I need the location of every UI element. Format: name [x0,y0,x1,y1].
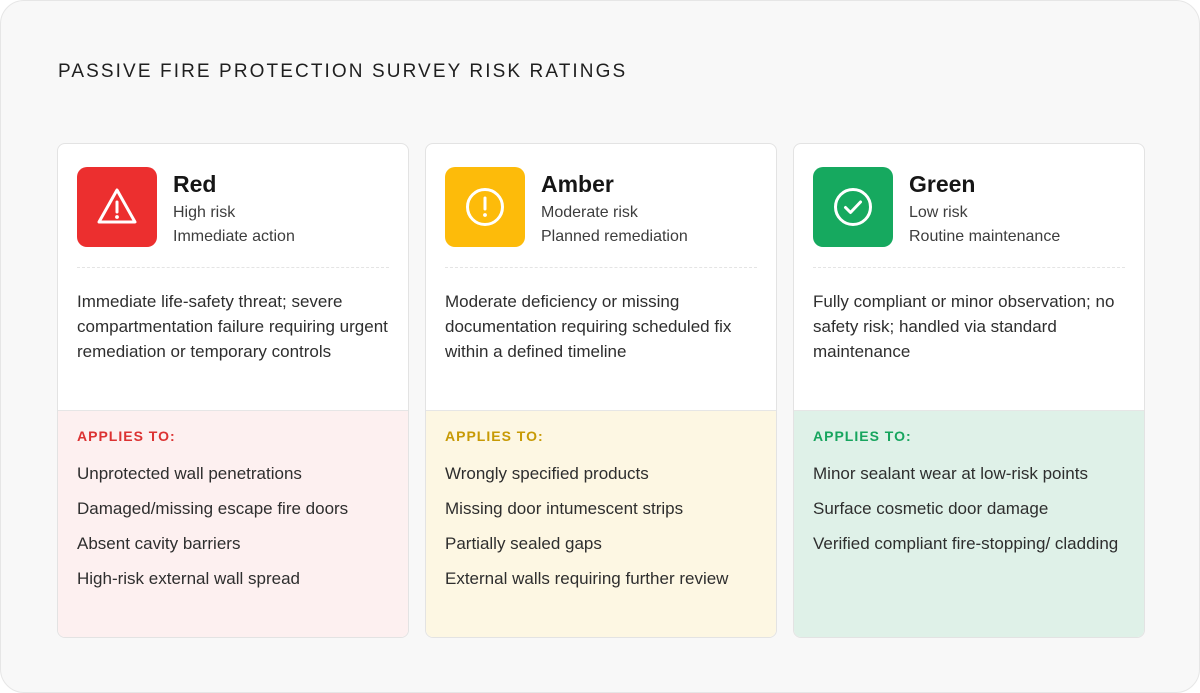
rating-description: Moderate deficiency or missing documenta… [445,292,732,361]
list-item: Unprotected wall penetrations [77,464,302,483]
rating-description: Fully compliant or minor observation; no… [813,292,1115,361]
red-badge [77,167,157,247]
risk-action: Immediate action [173,228,295,245]
list-item: Damaged/missing escape fire doors [77,499,349,518]
risk-level: Moderate risk [541,204,638,221]
applies-to-label: APPLIES TO: [445,428,544,444]
applies-to-list: Wrongly specified products Missing door … [445,461,763,601]
list-item: High-risk external wall spread [77,569,300,588]
check-circle-icon [834,188,872,226]
risk-level: High risk [173,204,236,221]
page-title: PASSIVE FIRE PROTECTION SURVEY RISK RATI… [58,61,628,82]
rating-name: Green [909,171,976,197]
applies-to-section: APPLIES TO: Wrongly specified products M… [426,410,776,637]
applies-to-section: APPLIES TO: Unprotected wall penetration… [58,410,408,637]
list-item: Verified compliant fire-stopping/ claddi… [813,534,1119,553]
warning-triangle-icon [97,188,137,224]
list-item: Absent cavity barriers [77,534,241,553]
risk-card-green: Green Low risk Routine maintenance Fully… [793,143,1145,638]
list-item: Surface cosmetic door damage [813,499,1049,518]
risk-card-red: Red High risk Immediate action Immediate… [57,143,409,638]
list-item: Missing door intumescent strips [445,499,684,518]
divider [445,267,757,268]
divider [77,267,389,268]
applies-to-list: Unprotected wall penetrations Damaged/mi… [77,461,395,601]
applies-to-list: Minor sealant wear at low-risk points Su… [813,461,1131,566]
risk-card-amber: Amber Moderate risk Planned remediation … [425,143,777,638]
divider [813,267,1125,268]
list-item: Minor sealant wear at low-risk points [813,464,1088,483]
card-header: Amber Moderate risk Planned remediation [445,167,765,247]
green-badge [813,167,893,247]
list-item: External walls requiring further review [445,569,729,588]
risk-action: Routine maintenance [909,228,1061,245]
risk-level: Low risk [909,204,968,221]
exclamation-circle-icon [466,188,504,226]
rating-description: Immediate life-safety threat; severe com… [77,292,388,361]
risk-action: Planned remediation [541,228,688,245]
list-item: Partially sealed gaps [445,534,602,553]
list-item: Wrongly specified products [445,464,649,483]
card-header: Green Low risk Routine maintenance [813,167,1133,247]
card-header: Red High risk Immediate action [77,167,397,247]
applies-to-label: APPLIES TO: [813,428,912,444]
applies-to-section: APPLIES TO: Minor sealant wear at low-ri… [794,410,1144,637]
applies-to-label: APPLIES TO: [77,428,176,444]
rating-name: Red [173,171,217,197]
rating-name: Amber [541,171,614,197]
amber-badge [445,167,525,247]
